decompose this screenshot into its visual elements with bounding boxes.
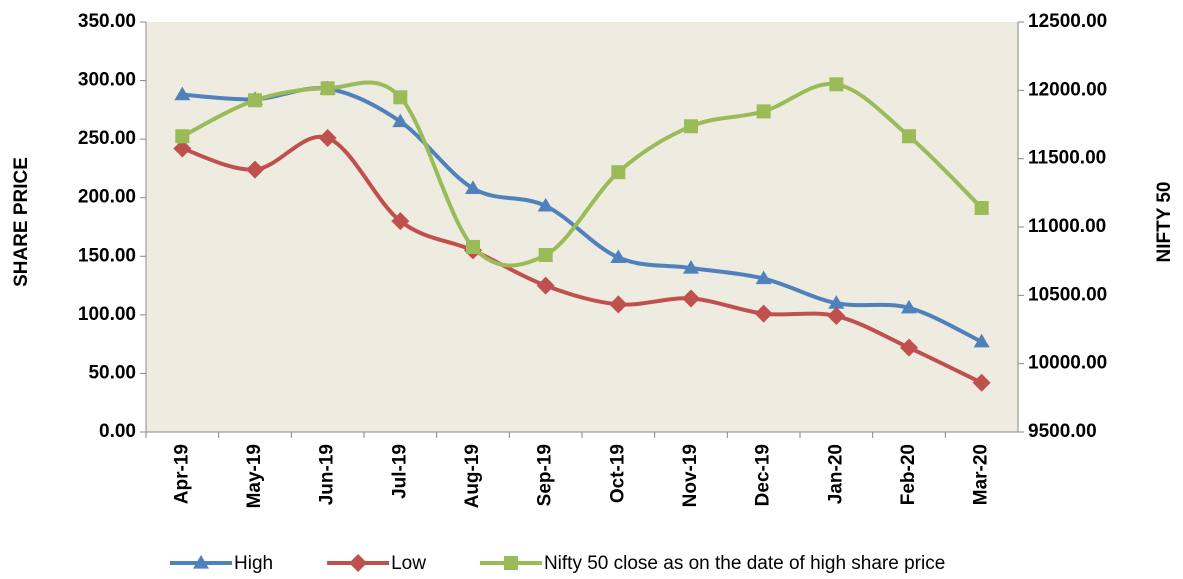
marker bbox=[682, 289, 700, 308]
y2-tick-label: 12500.00 bbox=[1028, 11, 1107, 32]
marker bbox=[466, 239, 480, 254]
marker bbox=[174, 86, 191, 101]
marker bbox=[610, 249, 627, 264]
y2-tick-label: 10000.00 bbox=[1028, 353, 1107, 374]
marker bbox=[537, 197, 554, 212]
marker bbox=[173, 139, 192, 158]
x-tick-label: Jun-19 bbox=[317, 444, 338, 505]
x-tick-label: May-19 bbox=[244, 444, 265, 508]
x-tick-label: Feb-20 bbox=[898, 444, 919, 505]
x-tick-label: Jul-19 bbox=[389, 444, 410, 499]
marker bbox=[827, 307, 846, 326]
x-tick-label: Sep-19 bbox=[535, 444, 556, 506]
y2-tick-label: 12000.00 bbox=[1028, 79, 1107, 100]
y-tick-label: 250.00 bbox=[78, 128, 136, 149]
marker bbox=[175, 129, 190, 144]
y-tick-label: 200.00 bbox=[78, 187, 136, 208]
y-axis-label: SHARE PRICE bbox=[11, 157, 32, 287]
marker bbox=[465, 180, 481, 194]
marker bbox=[318, 128, 337, 147]
marker bbox=[248, 93, 262, 108]
marker bbox=[392, 113, 409, 128]
marker bbox=[972, 373, 991, 392]
marker bbox=[755, 270, 772, 285]
marker bbox=[683, 260, 699, 274]
plot-area bbox=[146, 22, 1018, 432]
legend-label: High bbox=[234, 553, 273, 574]
y-tick-label: 300.00 bbox=[78, 70, 136, 91]
marker bbox=[756, 104, 771, 119]
marker bbox=[828, 295, 845, 309]
y-tick-label: 0.00 bbox=[99, 421, 136, 442]
x-tick-label: Dec-19 bbox=[753, 444, 774, 506]
legend-label: Low bbox=[391, 553, 426, 574]
marker bbox=[974, 201, 989, 216]
marker bbox=[503, 556, 518, 570]
y-tick-label: 350.00 bbox=[78, 11, 136, 32]
x-tick-label: Jan-20 bbox=[825, 444, 846, 504]
marker bbox=[538, 248, 553, 263]
marker bbox=[829, 77, 844, 92]
marker bbox=[754, 304, 773, 323]
y2-tick-label: 10500.00 bbox=[1028, 284, 1107, 305]
y-tick-label: 50.00 bbox=[88, 362, 136, 383]
y-tick-label: 100.00 bbox=[78, 304, 136, 325]
marker bbox=[684, 119, 698, 134]
marker bbox=[973, 333, 990, 348]
marker bbox=[536, 276, 555, 295]
y2-tick-label: 9500.00 bbox=[1028, 421, 1097, 442]
marker bbox=[901, 299, 917, 314]
marker bbox=[246, 160, 264, 179]
marker bbox=[349, 554, 368, 572]
x-tick-label: Aug-19 bbox=[462, 444, 483, 508]
y-tick-label: 150.00 bbox=[78, 245, 136, 266]
x-tick-label: Nov-19 bbox=[680, 444, 701, 507]
y2-tick-label: 11500.00 bbox=[1028, 148, 1106, 169]
marker bbox=[193, 555, 209, 569]
x-tick-label: Mar-20 bbox=[971, 444, 992, 505]
marker bbox=[393, 90, 408, 105]
y2-tick-label: 11000.00 bbox=[1028, 216, 1106, 237]
marker bbox=[391, 212, 410, 231]
marker bbox=[609, 295, 628, 314]
y2-axis-label: NIFTY 50 bbox=[1154, 182, 1175, 263]
x-tick-label: Apr-19 bbox=[171, 444, 192, 504]
marker bbox=[900, 338, 918, 357]
marker bbox=[902, 129, 916, 144]
x-tick-label: Oct-19 bbox=[607, 444, 628, 503]
marker bbox=[611, 165, 626, 180]
legend-label: Nifty 50 close as on the date of high sh… bbox=[544, 553, 945, 574]
marker bbox=[320, 81, 335, 96]
